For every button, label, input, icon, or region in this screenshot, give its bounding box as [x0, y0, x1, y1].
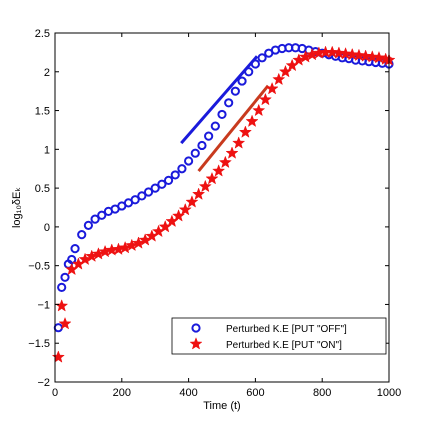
- data-point: [258, 92, 272, 106]
- data-point: [217, 109, 227, 120]
- data-point: [97, 210, 107, 220]
- data-point: [58, 316, 72, 330]
- y-tick-label: 1: [44, 144, 50, 156]
- data-point: [60, 272, 70, 282]
- data-point: [257, 53, 267, 63]
- data-point: [265, 81, 279, 95]
- data-point: [230, 86, 240, 96]
- legend-box: [171, 317, 387, 355]
- axis-ticks: 0 200 400 600 800 1000 −2 −1.5 −1 −0.5 0 0.5 1 1.5 2 2.…: [28, 28, 401, 399]
- x-tick-label: 600: [246, 387, 264, 399]
- x-axis-label: Time (t): [203, 400, 240, 412]
- data-point: [210, 121, 220, 131]
- data-point: [238, 125, 252, 138]
- data-point: [55, 299, 69, 312]
- data-point: [245, 114, 259, 128]
- data-point: [339, 47, 353, 60]
- data-point: [178, 202, 192, 216]
- data-point: [70, 244, 80, 254]
- y-tick-label: 0: [44, 222, 50, 234]
- y-tick-label: 2.5: [35, 28, 50, 40]
- data-point: [198, 179, 212, 193]
- data-point: [143, 187, 154, 197]
- data-point: [77, 230, 87, 240]
- data-point: [345, 47, 359, 61]
- data-point: [53, 323, 63, 333]
- data-point: [237, 76, 247, 86]
- data-point: [352, 48, 366, 62]
- data-point: [250, 59, 260, 69]
- data-point: [51, 350, 65, 363]
- data-point: [359, 49, 373, 62]
- plot-area: [51, 43, 396, 363]
- data-point: [272, 72, 286, 86]
- data-point: [332, 46, 346, 59]
- data-point: [232, 136, 246, 149]
- data-point: [90, 214, 100, 224]
- x-tick-label: 800: [313, 387, 331, 399]
- y-tick-label: −1: [37, 299, 50, 311]
- data-point: [190, 148, 200, 158]
- data-point: [170, 170, 180, 180]
- data-point: [225, 146, 239, 159]
- data-point: [150, 183, 160, 193]
- data-point: [130, 195, 140, 205]
- legend-marker: [189, 337, 203, 350]
- data-point: [83, 220, 94, 230]
- data-point: [177, 164, 187, 174]
- legend-label: Perturbed K.E [PUT "OFF"]: [226, 324, 347, 335]
- x-tick-label: 200: [113, 387, 131, 399]
- y-tick-label: −2: [37, 377, 50, 389]
- data-point: [218, 155, 232, 169]
- y-tick-label: −1.5: [28, 338, 50, 350]
- legend-marker: [191, 323, 201, 333]
- data-point: [365, 50, 379, 63]
- data-point: [252, 103, 266, 117]
- data-point: [224, 98, 234, 108]
- y-tick-label: 1.5: [35, 106, 50, 118]
- data-point: [184, 156, 194, 166]
- data-point: [157, 179, 167, 189]
- data-point: [192, 187, 206, 200]
- data-point: [204, 131, 214, 141]
- data-point: [197, 140, 207, 151]
- data-point: [205, 171, 219, 185]
- legend-label: Perturbed K.E [PUT "ON"]: [226, 340, 342, 351]
- data-point: [163, 175, 174, 185]
- data-point: [372, 50, 386, 64]
- y-axis-label: log₁₀δEₖ: [11, 187, 23, 228]
- y-tick-label: −0.5: [28, 261, 50, 273]
- data-point: [244, 67, 254, 77]
- y-tick-label: 2: [44, 67, 50, 79]
- data-point: [212, 164, 226, 177]
- data-point: [325, 45, 339, 58]
- data-point: [57, 282, 67, 292]
- plot-frame: [54, 32, 390, 383]
- data-point: [137, 191, 147, 201]
- y-tick-label: 0.5: [35, 183, 50, 195]
- x-tick-label: 0: [52, 387, 58, 399]
- x-tick-label: 400: [179, 387, 197, 399]
- x-tick-label: 1000: [377, 387, 401, 399]
- data-point: [185, 195, 199, 208]
- legend: Perturbed K.E [PUT "OFF"] Perturbed K.E […: [171, 317, 387, 355]
- reference-line: [197, 84, 270, 172]
